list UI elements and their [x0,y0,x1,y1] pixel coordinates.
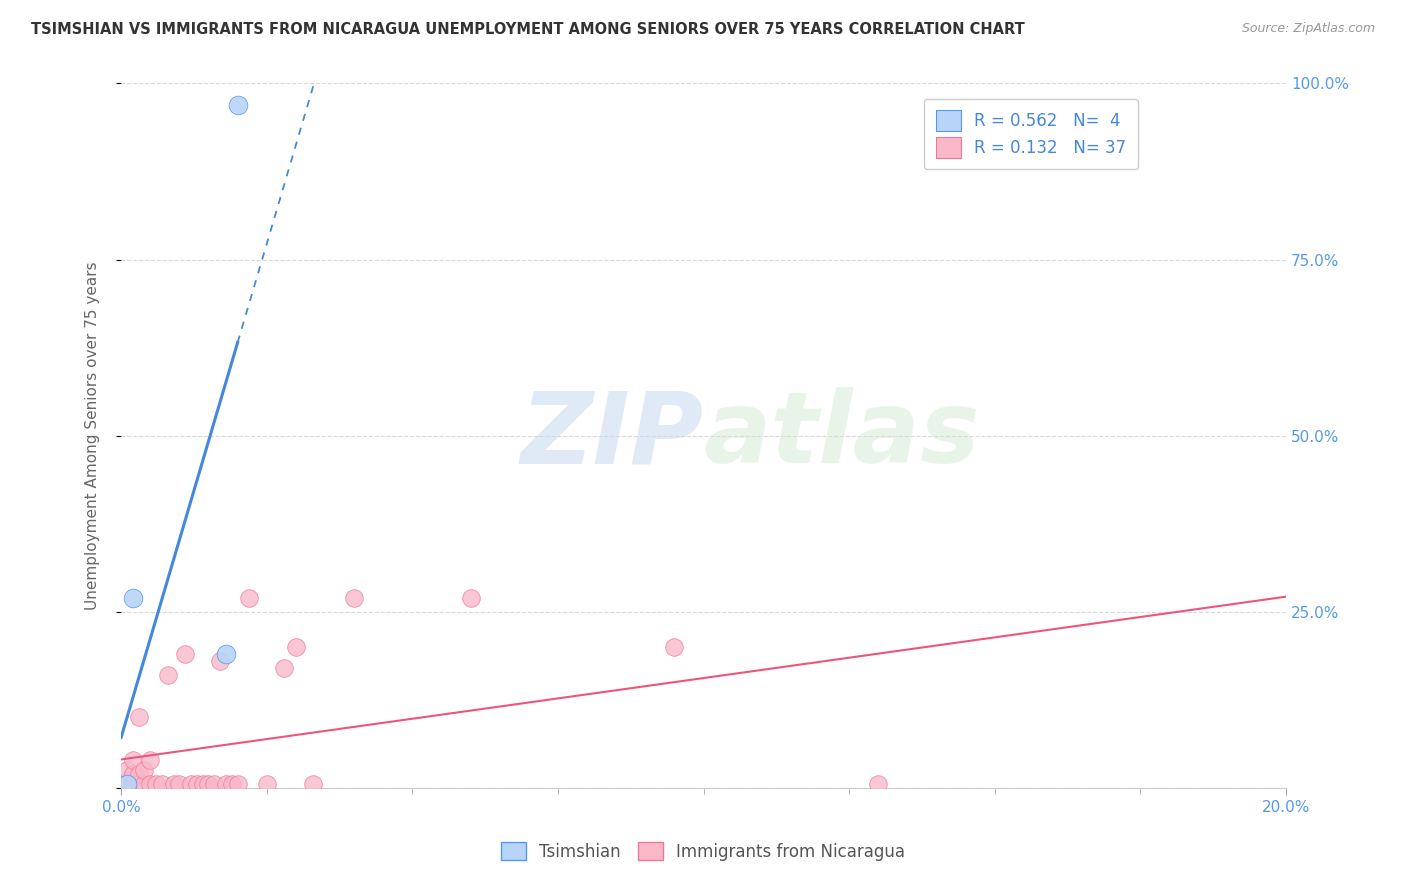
Point [197,777,219,791]
Point [180,777,202,791]
Point [121,777,143,791]
Point [128,766,150,780]
Point [145,777,167,791]
Text: Source: ZipAtlas.com: Source: ZipAtlas.com [1241,22,1375,36]
Point [115,777,138,791]
Point [115,777,138,791]
Point [156,668,179,682]
Point [186,777,208,791]
Point [134,777,156,791]
Point [215,647,238,661]
Point [115,773,138,788]
Point [226,97,249,112]
Point [191,777,214,791]
Point [121,766,143,780]
Point [215,777,238,791]
Point [134,763,156,777]
Point [139,753,162,767]
Point [302,777,325,791]
Text: atlas: atlas [703,387,980,484]
Point [174,647,197,661]
Point [169,777,191,791]
Point [121,591,143,605]
Point [238,591,260,605]
Point [221,777,243,791]
Point [273,661,295,675]
Text: TSIMSHIAN VS IMMIGRANTS FROM NICARAGUA UNEMPLOYMENT AMONG SENIORS OVER 75 YEARS : TSIMSHIAN VS IMMIGRANTS FROM NICARAGUA U… [31,22,1025,37]
Point [256,777,278,791]
Legend: R = 0.562   N=  4, R = 0.132   N= 37: R = 0.562 N= 4, R = 0.132 N= 37 [924,99,1137,169]
Point [150,777,173,791]
Y-axis label: Unemployment Among Seniors over 75 years: Unemployment Among Seniors over 75 years [86,261,100,610]
Point [115,763,138,777]
Point [664,640,686,654]
Point [128,710,150,724]
Point [128,777,150,791]
Text: ZIP: ZIP [520,387,703,484]
Point [209,654,232,668]
Point [868,777,890,791]
Point [284,640,307,654]
Point [226,777,249,791]
Point [343,591,366,605]
Point [121,753,143,767]
Point [139,777,162,791]
Point [460,591,482,605]
Legend: Tsimshian, Immigrants from Nicaragua: Tsimshian, Immigrants from Nicaragua [495,836,911,868]
Point [162,777,184,791]
Point [202,777,225,791]
